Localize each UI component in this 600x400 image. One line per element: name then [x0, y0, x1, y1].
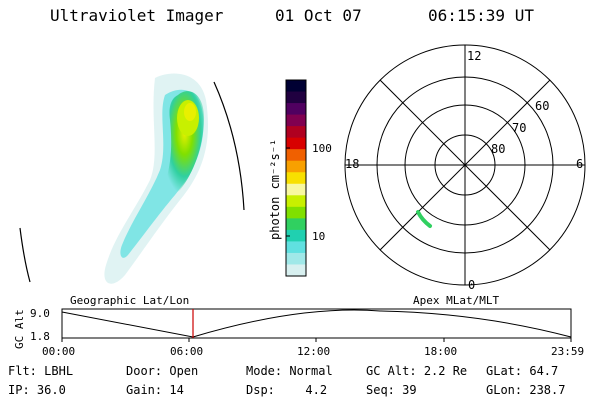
colorbar-swatch: [286, 91, 306, 104]
dsp-status: Dsp: 4.2: [246, 383, 327, 397]
colorbar-swatch: [286, 114, 306, 127]
colorbar-swatch: [286, 206, 306, 219]
instrument-title: Ultraviolet Imager: [50, 6, 224, 25]
x-label-2359: 23:59: [551, 345, 585, 358]
colorbar-swatch: [286, 137, 306, 150]
glon-label: GLon:: [486, 383, 523, 397]
y-tick-high: 9.0: [30, 307, 50, 320]
gain-value: 14: [169, 383, 184, 397]
colorbar-swatch: [286, 195, 306, 208]
ip-status: IP: 36.0: [8, 383, 66, 397]
x-label-0000: 00:00: [42, 345, 76, 358]
colorbar-swatch: [286, 252, 306, 266]
colorbar-swatch: [286, 149, 306, 162]
x-label-0600: 06:00: [170, 345, 204, 358]
dsp-label: Dsp:: [246, 383, 275, 397]
gain-status: Gain: 14: [126, 383, 184, 397]
flt-status: Flt: LBHL: [8, 364, 73, 378]
colorbar-swatch: [286, 172, 306, 185]
mlat-label-80: 80: [491, 142, 505, 156]
limb-arc-left: [19, 227, 31, 283]
colorbar-swatch: [286, 183, 306, 196]
colorbar-swatch: [286, 160, 306, 173]
colorbar-swatch: [286, 103, 306, 116]
seq-value: 39: [402, 383, 417, 397]
colorbar-unit-label: photon cm⁻²s⁻¹: [268, 139, 282, 240]
seq-status: Seq: 39: [366, 383, 417, 397]
polar-aurora-patch: [416, 210, 432, 228]
glon-value: 238.7: [529, 383, 566, 397]
colorbar-swatch: [286, 229, 306, 243]
gcalt-value: 2.2 Re: [423, 364, 468, 378]
flt-label: Flt:: [8, 364, 37, 378]
mlt-label-12: 12: [467, 49, 481, 63]
mode-value: Normal: [289, 364, 333, 378]
glat-label: GLat:: [486, 364, 523, 378]
geographic-label: Geographic Lat/Lon: [70, 294, 190, 307]
mode-status: Mode: Normal: [246, 364, 333, 378]
auroral-image: [104, 73, 209, 284]
x-label-1200: 12:00: [297, 345, 331, 358]
mlt-label-6: 6: [576, 157, 583, 171]
observation-time: 06:15:39 UT: [428, 6, 534, 25]
door-value: Open: [169, 364, 199, 378]
dsp-value: 4.2: [305, 383, 328, 397]
apex-label: Apex MLat/MLT: [413, 294, 500, 307]
glat-value: 64.7: [529, 364, 559, 378]
colorbar-swatch: [286, 80, 306, 93]
glat-status: GLat: 64.7: [486, 364, 558, 378]
ip-label: IP:: [8, 383, 30, 397]
colorbar-label-10: 10: [312, 230, 325, 243]
colorbar-swatch: [286, 241, 306, 254]
door-status: Door: Open: [126, 364, 198, 378]
gcalt-status: GC Alt: 2.2 Re: [366, 364, 467, 378]
y-tick-low: 1.8: [30, 330, 50, 343]
timeline-y-axis-label: GC Alt: [13, 309, 26, 349]
mlt-label-0: 0: [468, 278, 475, 292]
colorbar-swatch: [286, 218, 306, 231]
x-label-1800: 18:00: [424, 345, 458, 358]
limb-arc-right: [213, 81, 245, 211]
colorbar-label-100: 100: [312, 142, 332, 155]
observation-date: 01 Oct 07: [275, 6, 362, 25]
gain-label: Gain:: [126, 383, 163, 397]
polar-diagonal-2: [379, 79, 551, 251]
mlt-label-18: 18: [345, 157, 359, 171]
altitude-curve: [61, 309, 572, 338]
mlat-label-60: 60: [535, 99, 549, 113]
polar-plot: [344, 44, 586, 286]
seq-label: Seq:: [366, 383, 395, 397]
gcalt-label: GC Alt:: [366, 364, 417, 378]
timeline-frame: [61, 308, 572, 339]
ip-value: 36.0: [36, 383, 66, 397]
glon-status: GLon: 238.7: [486, 383, 565, 397]
altitude-timeline: [61, 308, 572, 342]
flt-value: LBHL: [44, 364, 74, 378]
colorbar-swatch: [286, 264, 306, 277]
mlat-label-70: 70: [512, 121, 526, 135]
colorbar-swatch: [286, 126, 306, 139]
intensity-colorbar: [285, 79, 307, 277]
door-label: Door:: [126, 364, 163, 378]
colorbar-frame: [285, 79, 307, 277]
mode-label: Mode:: [246, 364, 283, 378]
